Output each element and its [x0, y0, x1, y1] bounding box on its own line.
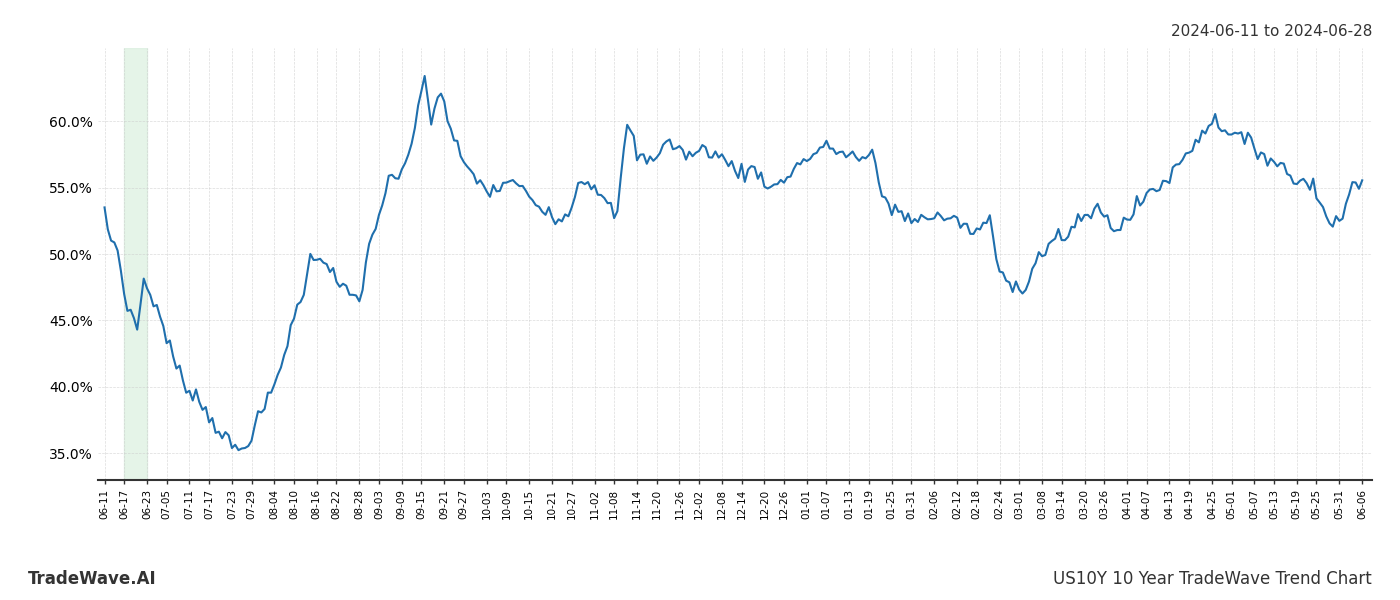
Text: TradeWave.AI: TradeWave.AI: [28, 570, 157, 588]
Text: US10Y 10 Year TradeWave Trend Chart: US10Y 10 Year TradeWave Trend Chart: [1053, 570, 1372, 588]
Text: 2024-06-11 to 2024-06-28: 2024-06-11 to 2024-06-28: [1170, 24, 1372, 39]
Bar: [125, 48, 147, 480]
